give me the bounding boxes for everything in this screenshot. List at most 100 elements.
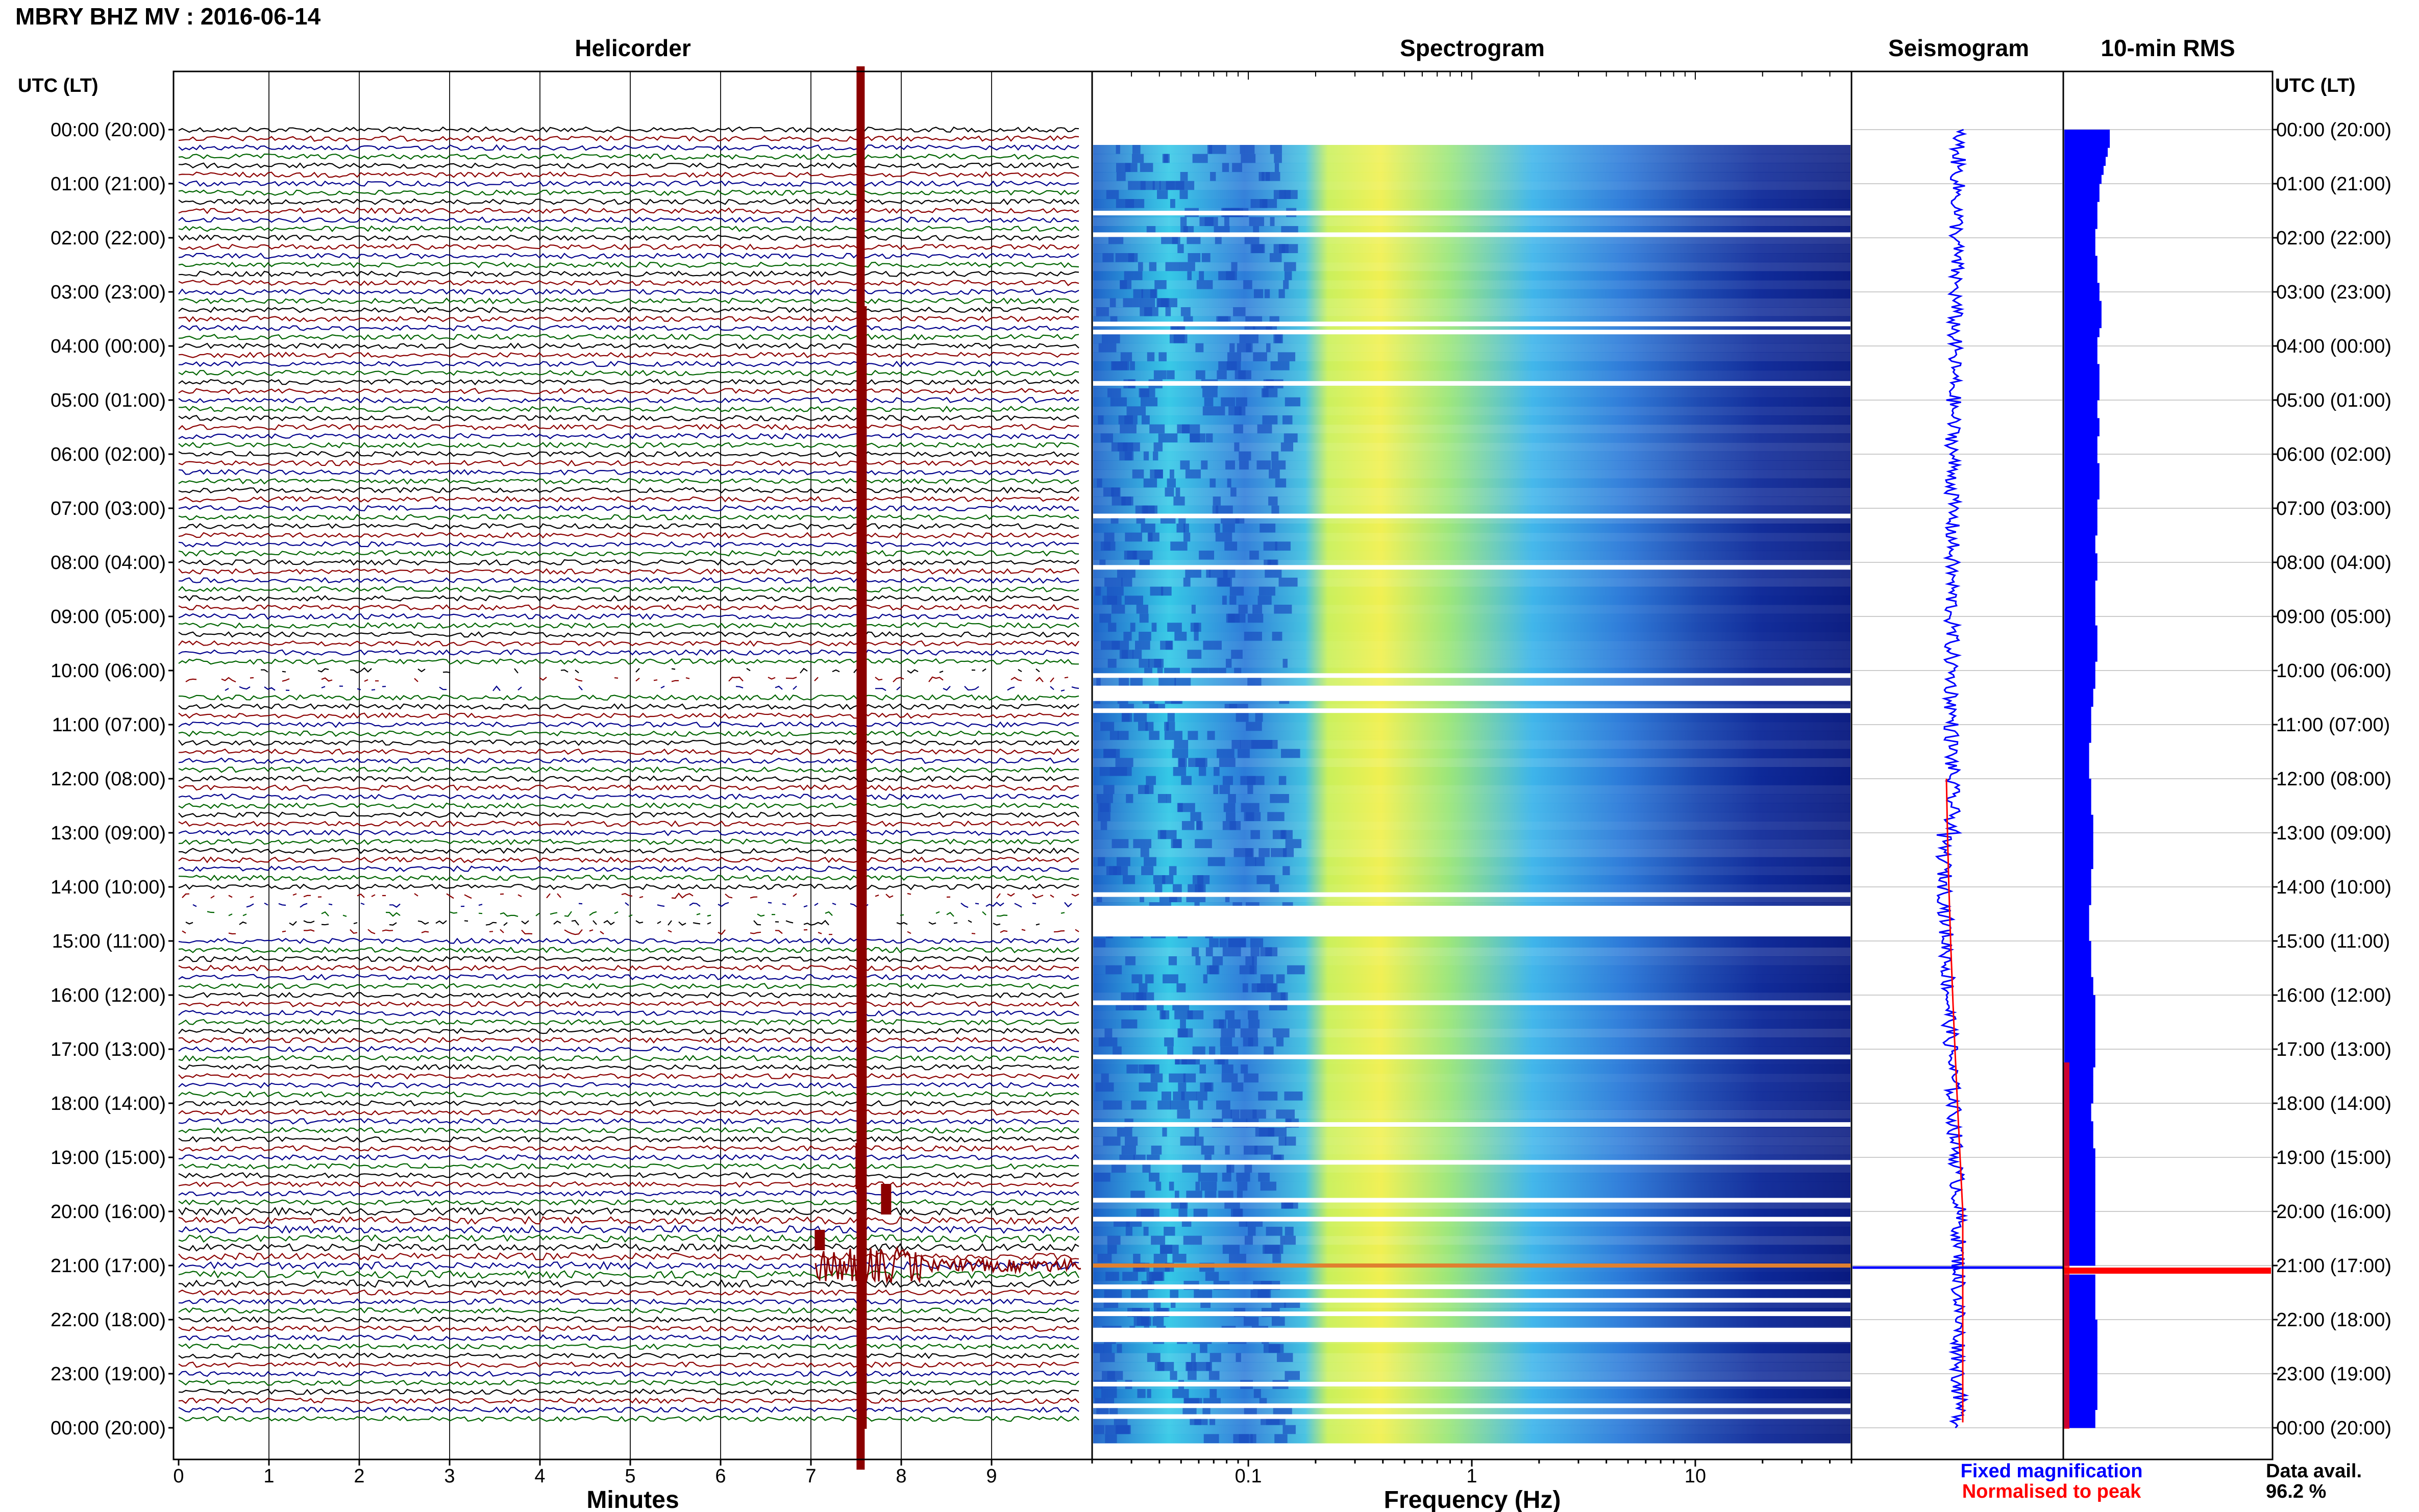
spectrogram-streak [1240,1028,1258,1037]
helicorder-trace [178,793,1079,800]
helicorder-trace [178,126,1079,133]
spectrogram-streak [1231,1082,1244,1092]
spectrogram-streak [1124,1136,1138,1146]
spectrogram-streak [1147,1389,1151,1398]
spectrogram-streak [1222,596,1227,605]
helicorder-event [814,66,1081,1470]
spectrogram-streak [1204,397,1214,407]
spectrogram-streak [1280,442,1294,452]
spectrogram-streak [1247,785,1253,794]
spectrogram-streak [1266,1227,1282,1236]
spectrogram-streak [1100,1353,1115,1362]
spectrogram-streak [1225,1010,1235,1020]
spectrogram-streak [1161,586,1172,596]
rms-bar [2064,914,2089,924]
spectrogram-streak [1187,235,1201,244]
helicorder-trace [178,1243,1079,1252]
spectrogram-row [1093,505,1850,515]
rms-bar [2064,130,2110,139]
spectrogram-row [1093,1037,1850,1047]
rms-bar [2064,787,2091,797]
spectrogram-streak [1270,848,1287,857]
spectrogram-gap [1093,1414,1850,1419]
spectrogram-streak [1264,1046,1274,1056]
spectrogram-streak [1139,388,1155,398]
spectrogram-row [1093,731,1850,740]
helicorder-traces [178,126,1079,1422]
spectrogram-streak [1195,343,1204,353]
spectrogram-streak [1274,1434,1288,1443]
spectrogram-streak [1273,334,1282,343]
spectrogram-streak [1283,433,1298,442]
helicorder-trace [178,369,1079,377]
spectrogram-streak [1274,163,1279,172]
spectrogram-streak [1143,451,1149,461]
spectrogram-row [1093,541,1850,551]
spectrogram-streak [1182,1407,1197,1416]
spectrogram-streak [1096,1407,1109,1416]
time-label: 09:00 (05:00) [51,606,166,628]
helicorder-trace [192,902,1072,908]
spectrogram-streak [1270,145,1282,154]
helicorder-trace [178,342,1079,350]
spectrogram-streak [1276,1353,1293,1362]
spectrogram-streak [1209,938,1219,948]
helicorder-trace [178,459,1079,466]
rms-bar [2064,355,2097,364]
spectrogram-row [1093,524,1850,533]
spectrogram-gap [1093,513,1850,518]
spectrogram-streak [1119,677,1129,686]
helicorder-trace [178,1406,1079,1414]
spectrogram-streak [1170,541,1188,551]
spectrogram-streak [1150,469,1163,479]
spectrogram-streak [1202,388,1218,398]
spectrogram-row [1093,145,1850,155]
spectrogram-streak [1269,469,1280,479]
rms-bar [2064,671,2095,680]
time-label: 00:00 (20:00) [2276,1418,2391,1439]
spectrogram-streak [1149,731,1159,740]
spectrogram-streak [1240,1109,1257,1119]
spectrogram-streak [1137,1317,1150,1326]
spectrogram-row [1093,280,1850,290]
spectrogram-row [1093,875,1850,885]
rms-bar [2064,192,2100,202]
spectrogram-row [1093,848,1850,858]
data-avail-label: Data avail. [2266,1460,2362,1482]
rms-bar [2064,508,2097,518]
spectrogram-gap [1093,321,1850,327]
spectrogram-streak [1198,1173,1218,1182]
spectrogram-streak [1251,983,1266,993]
spectrogram-streak [1266,983,1278,993]
spectrogram-row [1093,397,1850,407]
time-label: 19:00 (15:00) [51,1147,166,1169]
spectrogram-streak [1169,334,1188,343]
spectrogram-streak [1231,650,1243,659]
spectrogram-streak [1162,1092,1172,1101]
spectrogram-row [1093,659,1850,668]
spectrogram-streak [1223,803,1236,812]
spectrogram-streak [1109,1407,1118,1416]
spectrogram-streak [1187,271,1192,280]
spectrogram-streak [1110,397,1127,407]
spectrogram-streak [1144,307,1152,316]
helicorder-trace [178,441,1079,449]
spectrogram-streak [1222,1245,1240,1254]
spectrogram-streak [1094,1425,1104,1434]
spectrogram-streak [1220,1046,1239,1056]
spectrogram-streak [1134,551,1153,560]
rms-bar [2064,1247,2095,1257]
spectrogram-row [1093,632,1850,641]
spectrogram-streak [1178,1028,1188,1037]
spectrogram-streak [1121,1146,1137,1155]
helicorder-trace [178,586,1079,593]
spectrogram-streak [1247,1010,1258,1020]
spectrogram-streak [1227,1019,1241,1029]
rms-bar [2064,544,2095,554]
rms-bar [2064,779,2091,788]
spectrogram-streak [1116,199,1134,208]
rms-bar [2064,752,2089,761]
spectrogram-streak [1140,163,1153,172]
spectrogram-streak [1232,163,1242,172]
rms-bar [2064,147,2108,157]
